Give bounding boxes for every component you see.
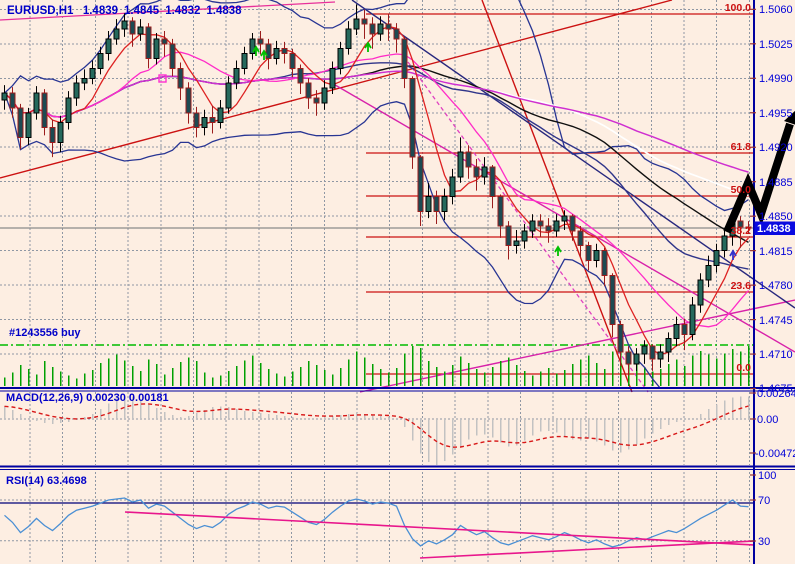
- open-value: 1.4839: [83, 5, 118, 17]
- price-label: 1.4780: [759, 280, 793, 292]
- current-price-value: 1.4838: [757, 223, 791, 235]
- fib-label-100: 100.0: [725, 2, 751, 14]
- price-label: 1.5060: [759, 4, 793, 16]
- close-value: 1.4838: [206, 5, 242, 17]
- fib-label-236: 23.6: [731, 280, 752, 292]
- macd-scale-zero: 0.00: [757, 414, 778, 426]
- fib-label-500: 50.0: [731, 184, 752, 196]
- high-value: 1.4845: [124, 5, 160, 17]
- fib-label-0: 0.0: [736, 362, 751, 374]
- price-label: 1.4675: [759, 383, 793, 395]
- candlesticks: [1, 4, 752, 376]
- macd-scale-max: 0.00264: [757, 388, 795, 400]
- fib-label-382: 38.2: [731, 225, 752, 237]
- price-label: 1.4710: [759, 349, 793, 361]
- rsi-indicator[interactable]: [0, 497, 793, 559]
- price-label: 1.4815: [759, 246, 793, 258]
- scale-ticks: [750, 8, 756, 542]
- price-scale[interactable]: 1.5060 1.5025 1.4990 1.4955 1.4920 1.488…: [754, 4, 795, 548]
- hand-drawn-up-arrow[interactable]: [723, 110, 795, 234]
- rsi-label: RSI(14) 63.4698: [6, 475, 87, 487]
- order-label: #1243556 buy: [9, 327, 81, 339]
- macd-indicator[interactable]: [3, 395, 750, 465]
- macd-scale-min: -0.00472: [755, 448, 795, 460]
- ohlc-readout: EURUSD,H1 1.4839 1.4845 1.4832 1.4838: [7, 5, 242, 17]
- volume-bars: [3, 346, 750, 386]
- moving-averages: [3, 0, 749, 389]
- price-label: 1.4955: [759, 108, 793, 120]
- rsi-scale-100: 100: [758, 470, 776, 482]
- current-price-badge: [754, 221, 795, 235]
- trendline-objects[interactable]: [0, 0, 795, 393]
- fib-label-618: 61.8: [731, 141, 752, 153]
- rsi-scale-70: 70: [758, 495, 770, 507]
- price-label: 1.4885: [759, 177, 793, 189]
- macd-label: MACD(12,26,9) 0.00230 0.00181: [6, 392, 169, 404]
- price-label: 1.4850: [759, 211, 793, 223]
- price-label: 1.4990: [759, 73, 793, 85]
- low-value: 1.4832: [165, 5, 200, 17]
- price-label: 1.4745: [759, 315, 793, 327]
- price-label: 1.5025: [759, 39, 793, 51]
- signal-arrows: [158, 41, 737, 260]
- rsi-scale-30: 30: [758, 536, 770, 548]
- price-label: 1.4920: [759, 142, 793, 154]
